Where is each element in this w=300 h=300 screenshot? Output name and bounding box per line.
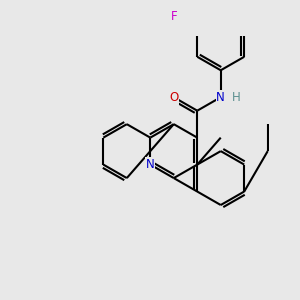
Text: F: F — [170, 10, 177, 23]
Text: O: O — [169, 91, 178, 104]
Text: N: N — [216, 91, 225, 104]
Text: H: H — [232, 91, 241, 104]
Text: N: N — [146, 158, 155, 171]
